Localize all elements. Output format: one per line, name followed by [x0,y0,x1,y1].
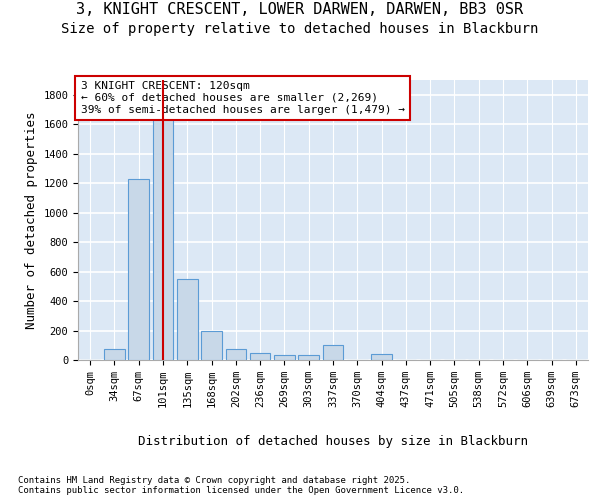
Bar [152,117,173,360]
Bar [177,279,197,360]
Bar [250,354,271,360]
Bar [201,330,222,360]
Bar [104,349,125,360]
Bar [371,354,392,360]
Text: Contains HM Land Registry data © Crown copyright and database right 2025.
Contai: Contains HM Land Registry data © Crown c… [18,476,464,495]
Bar [323,346,343,360]
Text: 3 KNIGHT CRESCENT: 120sqm
← 60% of detached houses are smaller (2,269)
39% of se: 3 KNIGHT CRESCENT: 120sqm ← 60% of detac… [80,82,404,114]
Bar [274,355,295,360]
Bar [128,180,149,360]
Text: 3, KNIGHT CRESCENT, LOWER DARWEN, DARWEN, BB3 0SR: 3, KNIGHT CRESCENT, LOWER DARWEN, DARWEN… [76,2,524,18]
Text: Size of property relative to detached houses in Blackburn: Size of property relative to detached ho… [61,22,539,36]
Bar [298,355,319,360]
Text: Distribution of detached houses by size in Blackburn: Distribution of detached houses by size … [138,435,528,448]
Bar [226,349,246,360]
Y-axis label: Number of detached properties: Number of detached properties [25,112,38,329]
